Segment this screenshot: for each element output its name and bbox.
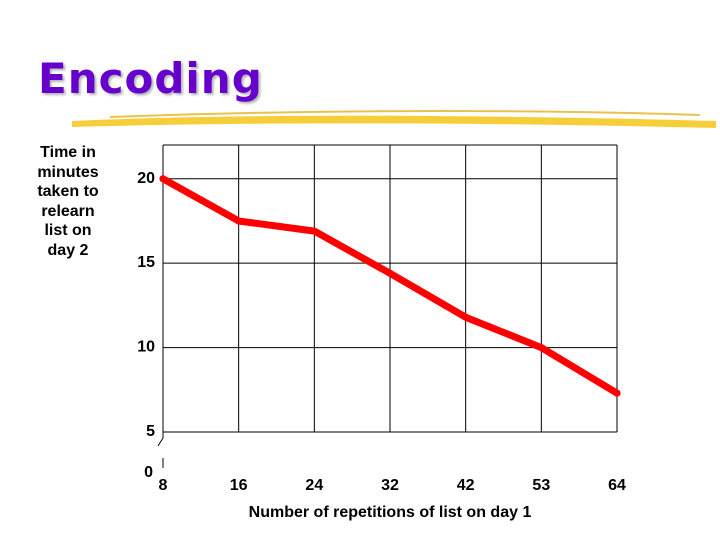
x-tick-label: 53 xyxy=(532,477,550,494)
slide-title: Encoding xyxy=(38,54,263,103)
data-point xyxy=(613,389,621,397)
y-axis-label: Time in minutes taken to relearn list on… xyxy=(37,144,99,259)
data-point xyxy=(537,344,545,352)
x-tick-label: 42 xyxy=(457,477,475,494)
data-point xyxy=(235,217,243,225)
y-tick-label: 5 xyxy=(146,423,155,440)
highlighter-stroke-main xyxy=(72,115,716,128)
x-tick-label: 64 xyxy=(608,477,626,494)
series-layer xyxy=(159,175,621,397)
y-tick-label: 10 xyxy=(137,339,155,356)
x-tick-label: 16 xyxy=(230,477,248,494)
highlighter-stroke-edge xyxy=(109,110,701,118)
x-tick-label: 24 xyxy=(305,477,323,494)
chart-grid xyxy=(162,144,618,433)
y-axis-break xyxy=(157,432,164,468)
data-point xyxy=(386,269,394,277)
data-point xyxy=(159,175,167,183)
x-tick-label: 8 xyxy=(159,477,168,494)
axis-break-mark xyxy=(157,432,164,447)
tick-label-layer: 0 5 10 15 20 8 16 24 32 42 53 64 xyxy=(137,170,626,494)
x-axis-label: Number of repetitions of list on day 1 xyxy=(248,504,532,521)
y-tick-label: 0 xyxy=(144,464,153,481)
y-tick-label: 20 xyxy=(137,170,155,187)
y-tick-label: 15 xyxy=(137,254,155,271)
data-point xyxy=(310,227,318,235)
x-tick-label: 32 xyxy=(381,477,399,494)
data-point xyxy=(462,313,470,321)
